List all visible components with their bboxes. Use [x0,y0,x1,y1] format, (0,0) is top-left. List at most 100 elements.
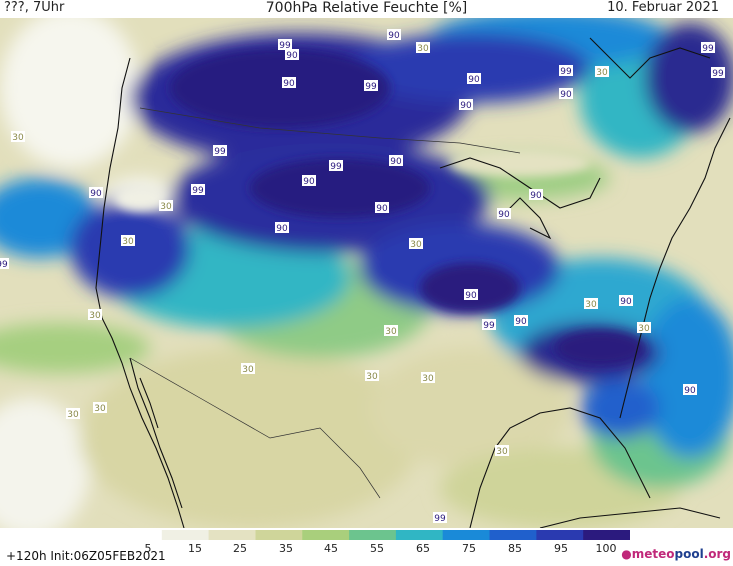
contour-label: 30 [11,131,25,143]
contour-label: 99 [364,80,378,92]
svg-text:30: 30 [94,404,106,414]
contour-label: 30 [93,402,107,414]
svg-text:99: 99 [702,44,714,54]
svg-text:30: 30 [410,240,422,250]
svg-text:30: 30 [89,311,101,321]
svg-text:30: 30 [122,237,134,247]
svg-text:90: 90 [515,317,527,327]
contour-label: 30 [421,372,435,384]
contour-label: 99 [213,145,227,157]
svg-text:99: 99 [365,82,377,92]
contour-label: 30 [637,322,651,334]
colorbar-swatch [536,530,584,540]
forecast-valid-label: ???, 7Uhr [4,0,65,15]
contour-label: 30 [595,66,609,78]
colorbar-tick-label: 25 [233,542,247,555]
colorbar-swatch [255,530,303,540]
contour-label-layer: 9990903090999999903090999099909030999030… [0,29,725,524]
colorbar-swatch [161,530,210,540]
svg-text:30: 30 [366,372,378,382]
contour-label: 90 [375,202,389,214]
svg-text:99: 99 [0,260,8,270]
contour-label: 90 [387,29,401,41]
colorbar-tick-label: 65 [416,542,430,555]
colorbar-swatch [489,530,537,540]
svg-text:30: 30 [596,68,608,78]
colorbar-swatch [302,530,350,540]
svg-text:99: 99 [330,162,342,172]
contour-label: 90 [285,49,299,61]
svg-text:90: 90 [276,224,288,234]
brand-logo: ●meteopool.org [621,547,731,561]
svg-text:99: 99 [214,147,226,157]
contour-label: 90 [89,187,103,199]
colorbar [115,530,630,540]
colorbar-tick-label: 45 [324,542,338,555]
contour-label: 90 [389,155,403,167]
contour-label: 90 [497,208,511,220]
contour-label: 30 [584,298,598,310]
svg-text:99: 99 [483,321,495,331]
svg-text:30: 30 [417,44,429,54]
contour-label: 30 [416,42,430,54]
contour-label: 30 [241,363,255,375]
contour-label: 30 [384,325,398,337]
contour-label: 30 [121,235,135,247]
svg-text:99: 99 [192,186,204,196]
colorbar-swatch [208,530,256,540]
svg-text:90: 90 [620,297,632,307]
svg-text:30: 30 [385,327,397,337]
svg-text:30: 30 [422,374,434,384]
contour-label: 99 [0,258,9,270]
svg-text:90: 90 [390,157,402,167]
colorbar-swatch [349,530,397,540]
svg-text:99: 99 [560,67,572,77]
svg-text:90: 90 [283,79,295,89]
svg-text:99: 99 [279,41,291,51]
svg-text:90: 90 [460,101,472,111]
colorbar-swatch [115,530,163,540]
svg-text:99: 99 [712,69,724,79]
contour-label: 99 [433,512,447,524]
svg-text:90: 90 [684,386,696,396]
svg-text:90: 90 [468,75,480,85]
contour-label: 90 [302,175,316,187]
map-title: 700hPa Relative Feuchte [%] [265,0,468,16]
svg-text:90: 90 [498,210,510,220]
colorbar-tick-label: 55 [370,542,384,555]
contour-label: 30 [159,200,173,212]
contour-label: 90 [683,384,697,396]
colorbar-tick-label: 35 [279,542,293,555]
svg-text:99: 99 [434,514,446,524]
contour-label: 30 [365,370,379,382]
contour-label: 90 [275,222,289,234]
svg-text:30: 30 [160,202,172,212]
svg-text:90: 90 [286,51,298,61]
colorbar-swatch [395,530,444,540]
colorbar-tick-label: 15 [188,542,202,555]
colorbar-tick-label: 75 [462,542,476,555]
contour-label: 30 [66,408,80,420]
colorbar-tick-label: 5 [144,542,152,555]
contour-label: 90 [282,77,296,89]
contour-label: 99 [191,184,205,196]
svg-text:90: 90 [376,204,388,214]
svg-text:30: 30 [12,133,24,143]
contour-label: 90 [467,73,481,85]
contour-label: 99 [701,42,715,54]
contour-label: 99 [278,39,292,51]
coastlines [95,37,731,528]
svg-text:90: 90 [90,189,102,199]
humidity-map [0,18,733,528]
svg-text:30: 30 [585,300,597,310]
svg-text:30: 30 [242,365,254,375]
contour-label: 99 [559,65,573,77]
colorbar-tick-label: 95 [554,542,568,555]
colorbar-swatch [583,530,630,540]
model-run-label: +120h Init:06Z05FEB2021 [6,549,166,563]
svg-text:30: 30 [496,447,508,457]
colorbar-swatch [442,530,490,540]
contour-label: 99 [482,319,496,331]
contour-label: 30 [409,238,423,250]
svg-text:30: 30 [67,410,79,420]
